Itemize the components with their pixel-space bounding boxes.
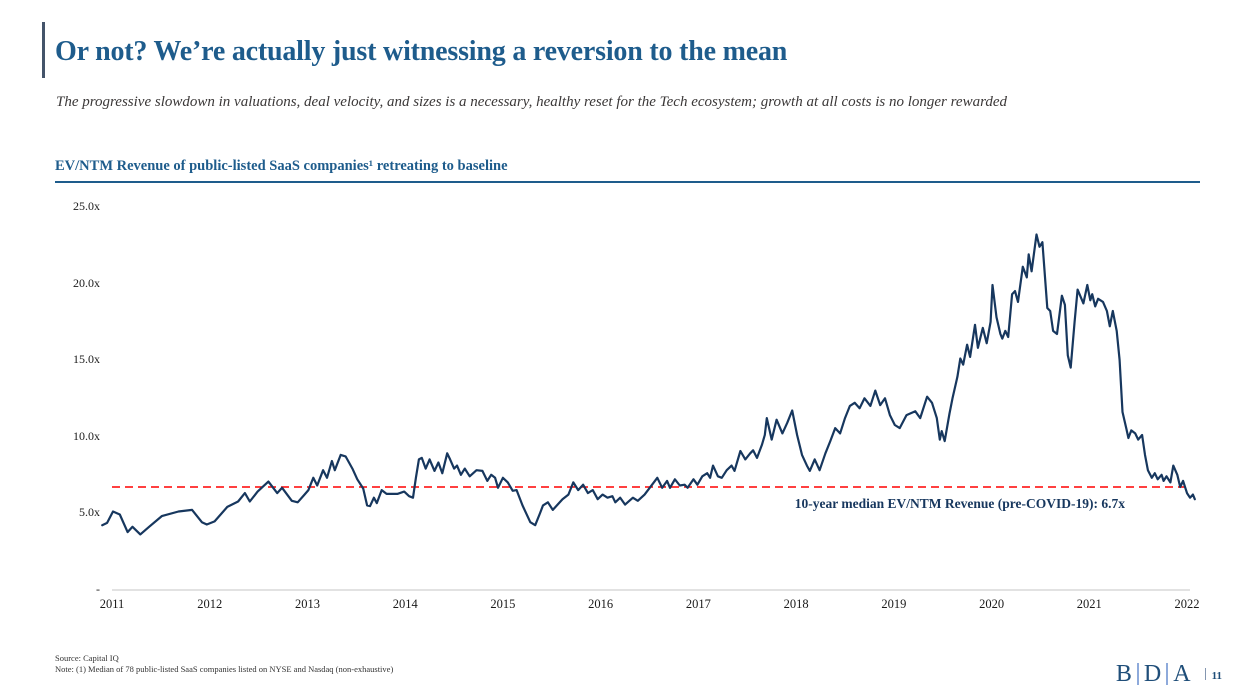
slide-subtitle: The progressive slowdown in valuations, …	[56, 94, 1008, 110]
chart-title-underline	[55, 181, 1200, 183]
y-tick-label: 10.0x	[73, 428, 100, 443]
page-number-divider	[1204, 668, 1206, 680]
bda-logo: B D A 11	[1116, 662, 1222, 686]
ev-ntm-revenue-line	[101, 233, 1196, 536]
logo-divider-bar	[1166, 663, 1169, 685]
page-number: 11	[1211, 670, 1222, 682]
x-tick-label: 2017	[685, 597, 711, 611]
x-tick-label: 2015	[490, 597, 516, 611]
page-title: Or not? We’re actually just witnessing a…	[55, 36, 788, 67]
x-tick-label: 2018	[783, 597, 809, 611]
footer: Source: Capital IQ Note: (1) Median of 7…	[55, 653, 393, 675]
y-tick-label: 25.0x	[73, 199, 100, 213]
logo-letter-a: A	[1173, 661, 1191, 687]
title-accent-bar	[42, 22, 45, 78]
logo-divider-bar	[1136, 663, 1139, 685]
x-tick-label: 2016	[588, 597, 614, 611]
source-note: Source: Capital IQ	[55, 653, 119, 663]
reference-line-label: 10-year median EV/NTM Revenue (pre-COVID…	[794, 496, 1125, 511]
x-tick-label: 2022	[1174, 597, 1200, 611]
y-tick-label: 15.0x	[73, 352, 100, 366]
logo-letter-d: D	[1143, 661, 1162, 687]
x-tick-label: 2020	[979, 597, 1005, 611]
logo-letter-b: B	[1115, 661, 1132, 687]
y-tick-label: 20.0x	[73, 275, 100, 290]
footnote: Note: (1) Median of 78 public-listed Saa…	[55, 664, 394, 674]
y-tick-label: -	[96, 581, 100, 596]
y-tick-label: 5.0x	[79, 505, 100, 519]
x-tick-label: 2019	[881, 597, 907, 611]
x-tick-label: 2021	[1076, 597, 1102, 611]
x-tick-label: 2013	[294, 597, 320, 611]
chart-title: EV/NTM Revenue of public-listed SaaS com…	[55, 158, 508, 174]
x-tick-label: 2012	[197, 597, 223, 611]
x-tick-label: 2014	[392, 597, 418, 611]
x-tick-label: 2011	[99, 597, 125, 611]
